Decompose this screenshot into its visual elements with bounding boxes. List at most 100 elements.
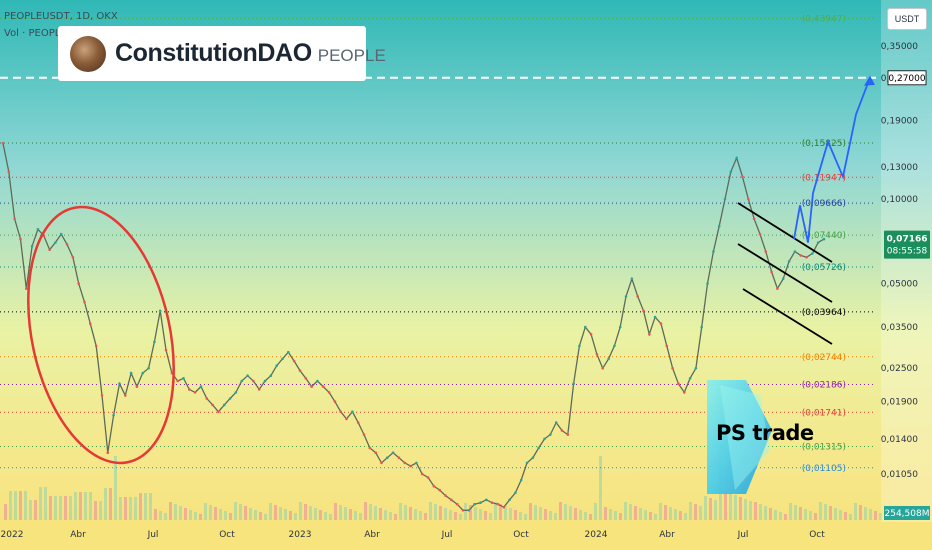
price-point [77,282,80,285]
price-point [193,391,197,394]
price-point [281,357,284,361]
volume-bar [464,503,467,520]
time-tick-label: 2022 [1,530,24,540]
volume-bar [569,506,572,520]
price-point [304,377,308,380]
price-point [30,244,34,248]
price-point [1,141,5,145]
price-point [112,413,115,417]
volume-bar [124,497,127,520]
volume-bar [619,513,622,520]
volume-bar [869,509,872,520]
currency-button[interactable]: USDT [887,8,927,30]
volume-bar [54,496,57,520]
volume-bar [49,496,52,520]
volume-bar [819,502,822,520]
price-point [793,250,797,253]
volume-bar [319,510,322,520]
price-point [321,385,325,388]
volume-bar [99,501,102,520]
price-point [747,197,750,201]
price-point [374,451,378,455]
volume-bar [539,507,542,520]
volume-bar [649,512,652,520]
volume-bar [209,505,212,520]
channel-line [742,288,833,345]
volume-bar [9,491,12,520]
price-point [770,270,773,274]
volume-bar [514,510,517,520]
price-line [2,143,825,511]
volume-bar [299,502,302,520]
price-tick-label: 0,19000 [881,117,918,127]
price-point [508,498,511,502]
price-tick-label: 0,35000 [881,42,918,52]
price-point [566,433,570,436]
price-point [758,232,762,236]
price-point [7,170,11,174]
volume-bar [144,493,147,520]
price-point [409,464,412,468]
volume-header: Vol · PEOPLE [4,28,67,39]
level-label: (0,43947) [802,14,846,24]
price-tick-label: 0,01400 [881,435,918,445]
price-point [397,456,401,460]
price-point [636,295,639,298]
volume-bar [279,507,282,520]
current-price-tag [884,230,930,259]
price-point [345,417,348,421]
price-point [723,197,727,201]
ps-trade-facet-icon [720,385,770,490]
time-axis-panel [0,522,932,550]
volume-bar [159,511,162,520]
volume-bar [604,507,607,520]
price-point [589,333,593,336]
volume-bar [844,512,847,520]
volume-bar [709,498,712,520]
volume-bar [459,514,462,520]
price-point [54,241,57,244]
price-tick-label: 0,13000 [881,163,918,173]
volume-bar [854,503,857,520]
price-point [438,488,442,492]
price-point [205,397,209,400]
volume-bar [639,508,642,520]
volume-bar [589,514,592,520]
volume-bar [614,511,617,520]
volume-bar [419,511,422,520]
volume-bar [119,497,122,520]
volume-bar [529,503,532,520]
time-tick-label: Abr [70,530,86,540]
volume-bar [699,506,702,520]
brand-avatar [70,35,106,72]
price-point [601,366,604,370]
volume-bar [629,504,632,520]
price-point [671,366,674,370]
target-price-label: 0,27000 [888,74,925,84]
channel-line [737,202,833,263]
price-point [741,175,744,179]
volume-bar [109,488,112,520]
level-label: (0,11947) [802,173,846,183]
volume-bar [644,510,647,520]
volume-bar [724,491,727,520]
time-tick-label: Jul [737,530,749,540]
volume-bar [609,509,612,520]
price-point [455,502,459,506]
volume-bar [779,512,782,520]
level-label: (0,15825) [802,139,846,149]
volume-bar [759,504,762,520]
volume-bar [219,509,222,520]
price-point [584,325,587,329]
price-axis-panel [881,0,932,550]
price-point [246,374,249,378]
volume-bar [214,507,217,520]
volume-bar [554,513,557,520]
volume-bar [574,508,577,520]
level-label: (0,01105) [802,464,846,474]
volume-bar [864,507,867,520]
price-series [1,141,826,512]
volume-bar [94,501,97,520]
price-point [467,509,471,512]
